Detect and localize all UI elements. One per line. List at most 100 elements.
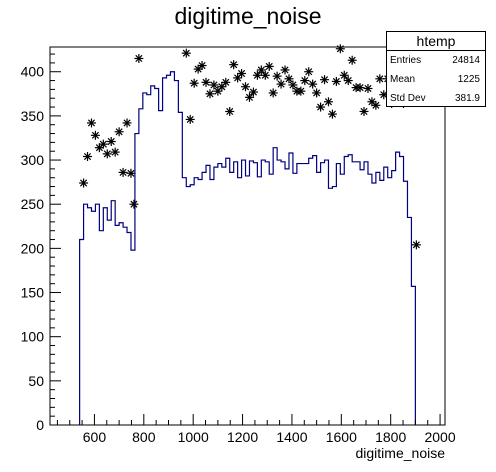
data-point-marker bbox=[268, 88, 278, 98]
histogram-outline bbox=[79, 71, 416, 425]
x-tick-label: 1600 bbox=[326, 429, 357, 445]
data-point-marker bbox=[205, 89, 215, 99]
histogram-bin bbox=[336, 164, 340, 425]
histogram-bin bbox=[297, 164, 301, 425]
histogram-bin bbox=[317, 172, 321, 425]
data-point-marker bbox=[371, 100, 381, 110]
histogram-bin bbox=[289, 153, 293, 425]
histogram-bin bbox=[305, 164, 309, 425]
histogram-bin bbox=[127, 232, 131, 425]
histogram-bin bbox=[277, 160, 281, 425]
y-tick-label: 0 bbox=[36, 417, 44, 433]
histogram-bin bbox=[340, 174, 344, 425]
histogram-bin bbox=[111, 201, 115, 425]
data-point-marker bbox=[201, 77, 211, 87]
data-point-marker bbox=[363, 84, 373, 94]
data-point-marker bbox=[276, 79, 286, 89]
histogram-bin bbox=[170, 72, 174, 425]
histogram-bin bbox=[91, 211, 95, 425]
data-point-marker bbox=[221, 77, 231, 87]
histogram-bin bbox=[384, 167, 388, 425]
data-point-marker bbox=[98, 139, 108, 149]
x-tick-label: 800 bbox=[132, 429, 156, 445]
chart-title: digitime_noise bbox=[174, 3, 321, 29]
y-tick-label: 400 bbox=[21, 64, 45, 80]
data-point-marker bbox=[83, 152, 93, 162]
histogram-bin bbox=[348, 155, 352, 425]
histogram-bin bbox=[155, 89, 159, 425]
data-point-marker bbox=[264, 61, 274, 71]
data-point-marker bbox=[197, 61, 207, 71]
stats-entries-value: 24814 bbox=[452, 55, 480, 66]
histogram-bin bbox=[265, 162, 269, 425]
data-point-marker bbox=[114, 127, 124, 137]
x-axis-title: digitime_noise bbox=[356, 445, 446, 461]
data-point-marker bbox=[189, 78, 199, 88]
histogram-bin bbox=[178, 112, 182, 425]
stats-stddev-label: Std Dev bbox=[390, 93, 426, 104]
data-point-marker bbox=[347, 55, 357, 65]
data-point-marker bbox=[90, 130, 100, 140]
data-point-marker bbox=[359, 106, 369, 116]
y-axis-ticks: 0 50 100 150 200 250 300 350 400 bbox=[21, 53, 61, 433]
data-point-marker bbox=[339, 70, 349, 80]
data-point-marker bbox=[118, 167, 128, 177]
stats-mean-label: Mean bbox=[390, 74, 416, 85]
stats-stddev-value: 381.9 bbox=[454, 93, 480, 104]
data-point-marker bbox=[181, 48, 191, 58]
histogram-bin bbox=[159, 111, 163, 425]
histogram-bin bbox=[360, 170, 364, 425]
x-tick-label: 600 bbox=[83, 429, 107, 445]
histogram-bin bbox=[151, 86, 155, 425]
x-tick-label: 1800 bbox=[375, 429, 406, 445]
data-point-marker bbox=[304, 67, 314, 77]
data-point-marker bbox=[327, 109, 337, 119]
histogram-bin bbox=[249, 161, 253, 425]
histogram-bin bbox=[238, 178, 242, 425]
data-point-marker bbox=[280, 65, 290, 75]
data-point-marker bbox=[411, 240, 421, 250]
data-point-marker bbox=[86, 118, 96, 128]
data-point-marker bbox=[284, 74, 294, 84]
stats-mean-row: Mean 1225 bbox=[387, 70, 485, 89]
data-point-marker bbox=[106, 137, 116, 146]
y-tick-label: 250 bbox=[21, 196, 45, 212]
data-point-marker bbox=[272, 71, 282, 81]
histogram-bin bbox=[230, 172, 234, 425]
data-point-marker bbox=[225, 106, 235, 116]
histogram-bin bbox=[139, 109, 143, 425]
histogram-bin bbox=[206, 165, 210, 425]
histogram-bin bbox=[404, 181, 408, 425]
y-tick-label: 350 bbox=[21, 108, 45, 124]
histogram-bin bbox=[321, 163, 325, 425]
x-tick-label: 1200 bbox=[227, 429, 258, 445]
stats-box: htemp Entries 24814 Mean 1225 Std Dev 38… bbox=[386, 31, 486, 107]
histogram-bin bbox=[411, 286, 415, 425]
data-point-marker bbox=[343, 76, 353, 86]
histogram-bin bbox=[372, 183, 376, 425]
data-point-marker bbox=[355, 83, 365, 93]
data-point-marker bbox=[288, 80, 298, 90]
histogram-bin bbox=[88, 208, 92, 425]
data-point-marker bbox=[300, 76, 310, 86]
histogram-bin bbox=[344, 157, 348, 425]
histogram-bin bbox=[115, 225, 119, 425]
histogram-bin bbox=[257, 177, 261, 425]
histogram-bin bbox=[242, 160, 246, 425]
histogram-bin bbox=[147, 95, 151, 425]
stats-entries-label: Entries bbox=[390, 55, 422, 66]
histogram-bin bbox=[309, 158, 313, 425]
histogram-bin bbox=[95, 204, 99, 425]
data-point-marker bbox=[237, 68, 247, 78]
histogram-bin bbox=[234, 162, 238, 425]
x-tick-label: 1000 bbox=[178, 429, 209, 445]
histogram-bin bbox=[131, 250, 135, 425]
data-point-marker bbox=[185, 114, 195, 124]
histogram-bin bbox=[123, 227, 127, 425]
y-tick-label: 100 bbox=[21, 329, 45, 345]
data-point-marker bbox=[379, 90, 389, 100]
histogram-bin bbox=[328, 188, 332, 425]
data-point-marker bbox=[110, 147, 120, 157]
stats-stddev-row: Std Dev 381.9 bbox=[387, 89, 485, 108]
histogram-bin bbox=[246, 176, 250, 425]
